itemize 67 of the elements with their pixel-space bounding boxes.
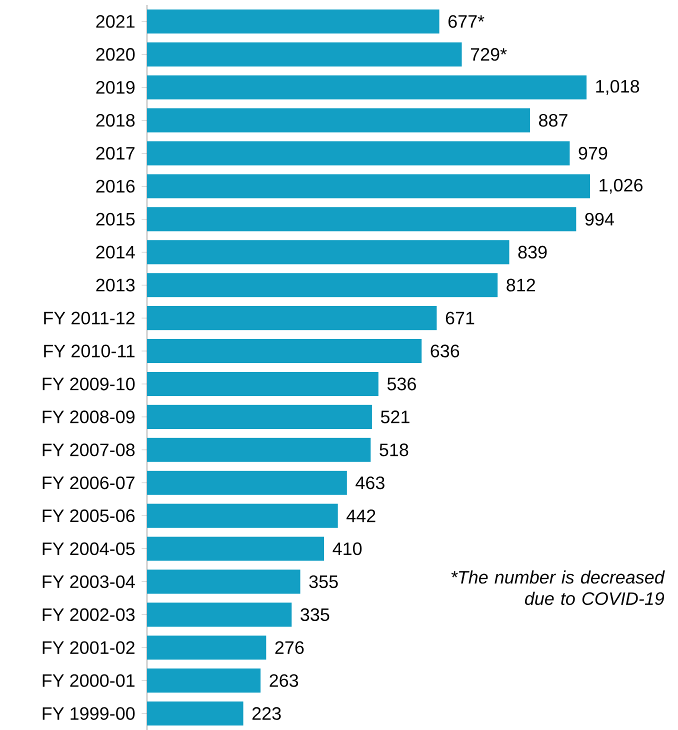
- bar: [146, 602, 292, 627]
- y-tick-label: FY 2010-11: [44, 344, 135, 358]
- data-label: 994: [585, 212, 614, 226]
- data-label: 677*: [448, 15, 484, 28]
- bar: [146, 504, 338, 528]
- data-label: 410: [332, 542, 362, 556]
- y-tick-label: 2013: [96, 278, 135, 292]
- bar: [146, 108, 530, 132]
- data-label: 887: [539, 114, 568, 127]
- y-tick-label: 2019: [96, 81, 135, 94]
- data-label: 1,026: [600, 178, 643, 194]
- bar: [146, 438, 371, 462]
- bar: [146, 207, 576, 232]
- bar: [146, 273, 498, 298]
- y-tick-label: 2021: [96, 15, 135, 28]
- data-label: 729*: [470, 48, 507, 61]
- data-label: 1,018: [596, 80, 640, 95]
- y-tick-label: FY 2011-12: [44, 312, 134, 324]
- y-tick-label: 2014: [96, 246, 135, 259]
- bar: [146, 668, 261, 693]
- bar: [146, 306, 437, 330]
- y-tick-label: FY 2006-07: [42, 476, 134, 490]
- bar: [146, 536, 324, 561]
- data-label: 536: [387, 378, 416, 390]
- y-tick-label: FY 1999-00: [42, 707, 135, 720]
- data-label: 839: [518, 246, 547, 259]
- data-label: 442: [346, 510, 376, 522]
- data-label: 521: [380, 410, 410, 424]
- data-label: 463: [356, 476, 384, 490]
- data-label: 335: [300, 608, 330, 622]
- bar: [146, 75, 587, 100]
- y-tick-label: 2017: [96, 146, 134, 160]
- bar: [146, 372, 378, 396]
- bar: [146, 404, 372, 429]
- bar: [146, 570, 300, 594]
- bar: [146, 470, 347, 495]
- bar: [146, 174, 590, 198]
- bar: [146, 702, 244, 726]
- y-tick-label: 2015: [96, 212, 135, 226]
- bar: [146, 9, 440, 34]
- y-tick-label: FY 2008-09: [42, 410, 135, 424]
- y-tick-label: 2016: [96, 180, 135, 193]
- bar: [146, 338, 422, 364]
- data-label: 263: [270, 674, 298, 687]
- y-tick-label: FY 2005-06: [42, 509, 135, 522]
- y-tick-label: FY 2001-02: [42, 641, 134, 654]
- data-label: 671: [446, 312, 474, 324]
- annotation: *The number is decreased due to COVID-19: [451, 570, 665, 606]
- y-tick-label: FY 2009-10: [42, 378, 135, 390]
- y-tick-label: FY 2007-08: [42, 444, 135, 456]
- bar: [146, 240, 510, 264]
- y-tick-label: 2018: [96, 114, 135, 127]
- y-tick-label: FY 2002-03: [42, 608, 135, 622]
- y-tick-label: FY 2000-01: [42, 674, 134, 687]
- data-label: 276: [275, 641, 304, 654]
- data-label: 223: [252, 707, 281, 720]
- data-label: 636: [430, 344, 460, 358]
- bar: [146, 141, 570, 166]
- data-label: 979: [578, 146, 608, 160]
- data-label: 355: [309, 575, 338, 588]
- y-tick-label: FY 2003-04: [42, 575, 135, 588]
- data-label: 518: [380, 444, 408, 456]
- bar: [146, 42, 462, 66]
- data-label: 812: [506, 278, 536, 292]
- bar: [146, 636, 266, 660]
- y-tick-label: 2020: [96, 48, 135, 61]
- y-tick-label: FY 2004-05: [42, 542, 135, 556]
